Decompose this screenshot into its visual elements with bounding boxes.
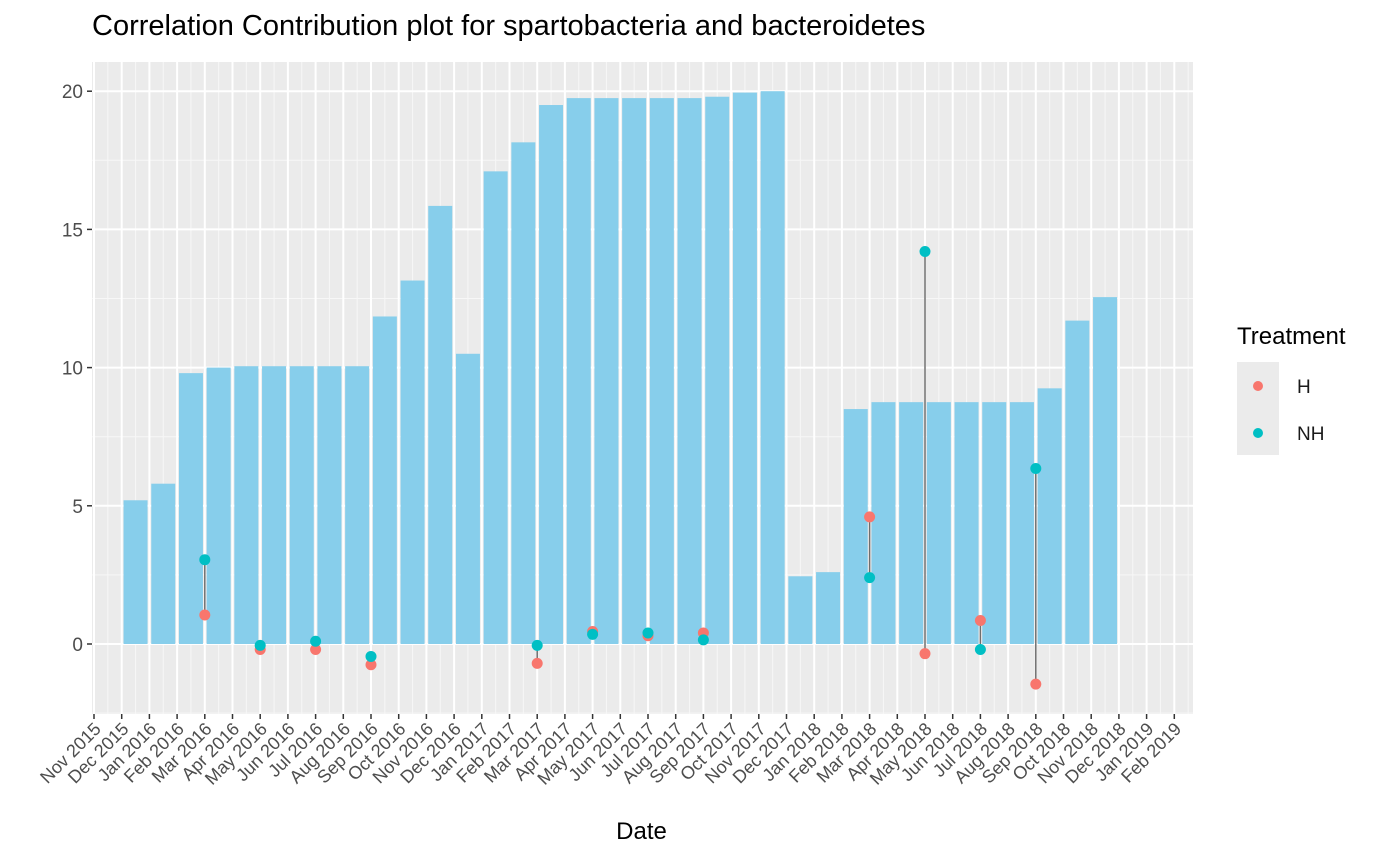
point-nh (365, 650, 377, 662)
bar (899, 402, 924, 644)
bar (206, 367, 231, 644)
chart-title: Correlation Contribution plot for sparto… (92, 10, 926, 42)
point-nh (310, 635, 322, 647)
bar (234, 366, 259, 644)
point-h (531, 657, 543, 669)
bar (926, 402, 951, 644)
bar (123, 500, 148, 644)
point-h (199, 609, 211, 621)
bar (622, 98, 647, 645)
bar (732, 92, 757, 644)
bar (289, 366, 314, 644)
bar (760, 91, 785, 644)
bar (871, 402, 896, 644)
point-h (1030, 678, 1042, 690)
bar (677, 98, 702, 645)
legend-label-h: H (1297, 377, 1311, 398)
bar (455, 353, 480, 644)
bar (262, 366, 287, 644)
bar (317, 366, 342, 644)
y-tick-label: 5 (72, 497, 83, 518)
bar (954, 402, 979, 644)
y-tick-label: 15 (62, 220, 83, 241)
bar (1093, 297, 1118, 644)
bar (400, 280, 425, 644)
point-h (974, 615, 986, 627)
y-tick-label: 10 (62, 359, 83, 380)
legend-key-nh (1253, 428, 1263, 438)
bar (1009, 402, 1034, 644)
bar (483, 171, 508, 644)
bar (566, 98, 591, 645)
bar (428, 205, 453, 644)
point-nh (919, 246, 931, 258)
bar (511, 142, 536, 645)
bar (843, 409, 868, 644)
bar (594, 98, 619, 645)
bar (151, 483, 176, 644)
point-h (310, 644, 322, 656)
point-nh (587, 628, 599, 640)
point-nh (974, 644, 986, 656)
point-nh (864, 572, 876, 584)
point-nh (697, 634, 709, 646)
point-h (919, 648, 931, 660)
bar (539, 105, 564, 644)
point-nh (642, 627, 654, 639)
bar (1065, 320, 1090, 644)
legend-key-h (1253, 381, 1263, 391)
point-nh (1030, 462, 1042, 474)
bar (649, 98, 674, 645)
y-tick-label: 20 (62, 82, 83, 103)
bar (788, 576, 813, 644)
point-nh (531, 639, 543, 651)
legend-title: Treatment (1237, 323, 1346, 350)
point-h (365, 659, 377, 671)
bar (345, 366, 370, 644)
legend-label-nh: NH (1297, 424, 1325, 445)
bar (816, 572, 841, 644)
point-h (864, 511, 876, 523)
point-nh (254, 639, 266, 651)
bar (1037, 388, 1062, 644)
x-axis-title: Date (616, 818, 667, 845)
bar (705, 96, 730, 644)
point-nh (199, 554, 211, 566)
y-tick-label: 0 (72, 635, 83, 656)
bar (178, 373, 203, 644)
bar (982, 402, 1007, 644)
legend-keys (1237, 362, 1279, 455)
bar (372, 316, 397, 644)
